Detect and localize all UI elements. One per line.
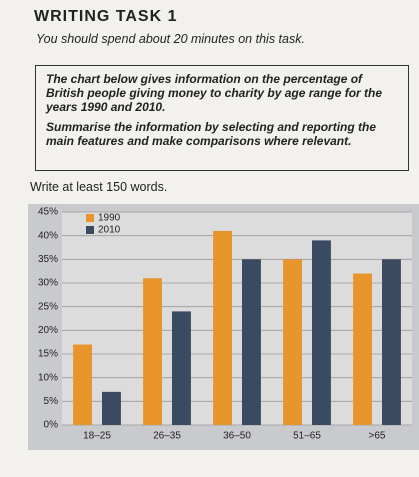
x-tick-label: 18–25 bbox=[83, 431, 111, 442]
bar bbox=[213, 230, 232, 425]
y-tick-label: 20% bbox=[38, 325, 58, 336]
y-tick-label: 25% bbox=[38, 301, 58, 312]
legend-label: 2010 bbox=[98, 225, 121, 236]
x-tick-label: 51–65 bbox=[293, 431, 321, 442]
legend-label: 1990 bbox=[98, 213, 121, 224]
y-tick-label: 15% bbox=[38, 349, 58, 360]
y-tick-label: 5% bbox=[44, 396, 59, 407]
bar bbox=[172, 311, 191, 425]
bar bbox=[143, 278, 162, 425]
legend-swatch bbox=[86, 226, 94, 234]
y-tick-label: 0% bbox=[44, 420, 59, 431]
y-tick-label: 45% bbox=[38, 207, 58, 218]
bar bbox=[73, 344, 92, 425]
task-box: The chart below gives information on the… bbox=[35, 65, 409, 171]
bar bbox=[242, 259, 261, 425]
word-count-note: Write at least 150 words. bbox=[30, 180, 168, 194]
y-tick-label: 40% bbox=[38, 230, 58, 241]
subtitle: You should spend about 20 minutes on thi… bbox=[36, 32, 305, 46]
bar bbox=[382, 259, 401, 425]
bar bbox=[353, 273, 372, 425]
legend-swatch bbox=[86, 214, 94, 222]
bar bbox=[283, 259, 302, 425]
bar bbox=[312, 240, 331, 425]
y-tick-label: 35% bbox=[38, 254, 58, 265]
y-tick-label: 30% bbox=[38, 278, 58, 289]
x-tick-label: 26–35 bbox=[153, 431, 181, 442]
x-tick-label: >65 bbox=[369, 431, 386, 442]
x-tick-label: 36–50 bbox=[223, 431, 251, 442]
prompt: The chart below gives information on the… bbox=[46, 72, 383, 114]
task-title: WRITING TASK 1 bbox=[34, 8, 178, 25]
bar bbox=[102, 391, 121, 425]
y-tick-label: 10% bbox=[38, 372, 58, 383]
instruction: Summarise the information by selecting a… bbox=[46, 120, 377, 148]
